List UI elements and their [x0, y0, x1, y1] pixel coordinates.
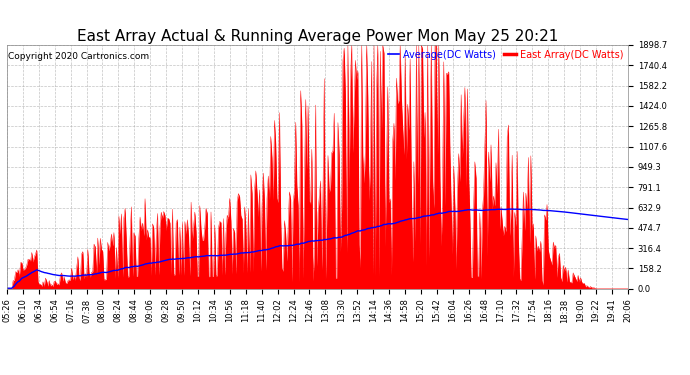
Title: East Array Actual & Running Average Power Mon May 25 20:21: East Array Actual & Running Average Powe…: [77, 29, 558, 44]
Legend: Average(DC Watts), East Array(DC Watts): Average(DC Watts), East Array(DC Watts): [388, 50, 623, 60]
Text: Copyright 2020 Cartronics.com: Copyright 2020 Cartronics.com: [8, 53, 149, 61]
